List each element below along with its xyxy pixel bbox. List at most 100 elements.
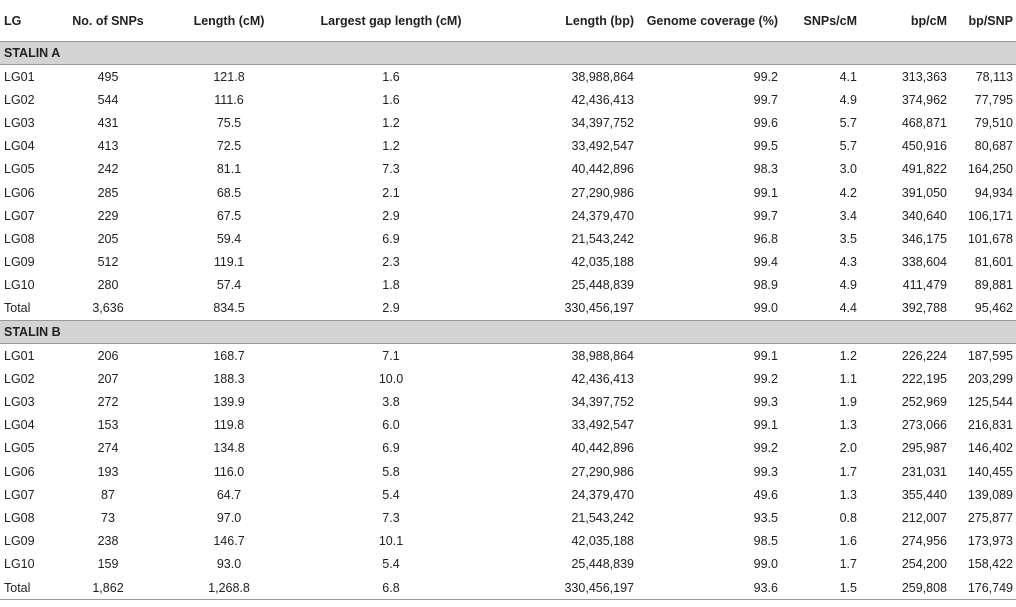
cell-length-cm: 75.5 — [216, 115, 242, 130]
total-row: Total 1,862 1,268.8 6.8 330,456,197 93.6 1.5 25… — [0, 575, 1016, 601]
cell-num-snps: 413 — [97, 139, 119, 154]
cell-largest-gap: 6.8 — [296, 575, 486, 601]
cell-snps-per-cm: 3.0 — [839, 162, 857, 177]
cell-num-snps: 3,636 — [92, 301, 124, 316]
cell-bp-per-snp: 173,973 — [967, 534, 1013, 549]
group-label: STALIN A — [0, 41, 1016, 65]
cell-bp-per-cm: 340,640 — [901, 208, 947, 223]
cell-genome-coverage: 99.7 — [753, 208, 778, 223]
cell-genome-coverage: 99.0 — [753, 557, 778, 572]
header-genome-coverage: Genome coverage (%) — [634, 0, 778, 42]
table-row: LG01 206 168.7 7.1 38,988,864 99.1 1.2 226,224 1… — [0, 344, 1016, 368]
cell-bp-per-snp: 146,402 — [967, 441, 1013, 456]
table-row: LG03 431 75.5 1.2 34,397,752 99.6 5.7 468,871 79… — [0, 111, 1016, 134]
cell-snps-per-cm: 4.2 — [839, 185, 857, 200]
cell-bp-per-snp: 77,795 — [974, 92, 1013, 107]
cell-lg: LG10 — [4, 278, 35, 293]
cell-largest-gap: 2.1 — [382, 185, 400, 200]
cell-length-bp: 40,442,896 — [571, 441, 634, 456]
cell-num-snps: 512 — [97, 255, 119, 270]
group-header-row: STALIN B — [0, 320, 1016, 345]
cell-bp-per-cm: 338,604 — [901, 255, 947, 270]
cell-length-bp: 42,035,188 — [571, 255, 634, 270]
table-row: LG04 153 119.8 6.0 33,492,547 99.1 1.3 273,066 2… — [0, 414, 1016, 437]
cell-length-bp: 27,290,986 — [571, 185, 634, 200]
cell-bp-per-snp: 275,877 — [967, 510, 1013, 525]
cell-bp-per-snp: 78,113 — [975, 69, 1013, 84]
cell-largest-gap: 2.9 — [382, 208, 400, 223]
cell-snps-per-cm: 1.5 — [778, 575, 857, 601]
cell-snps-per-cm: 4.4 — [839, 301, 857, 316]
table-row: LG02 544 111.6 1.6 42,436,413 99.7 4.9 374,962 7… — [0, 88, 1016, 111]
cell-snps-per-cm: 5.7 — [839, 115, 857, 130]
table-row: LG06 285 68.5 2.1 27,290,986 99.1 4.2 391,050 94… — [0, 181, 1016, 204]
cell-snps-per-cm: 2.0 — [839, 441, 857, 456]
cell-genome-coverage: 99.4 — [753, 255, 778, 270]
cell-snps-per-cm: 4.1 — [839, 69, 857, 84]
cell-length-cm: 1,268.8 — [162, 575, 296, 601]
cell-lg: LG06 — [4, 185, 35, 200]
cell-snps-per-cm: 1.3 — [839, 487, 857, 502]
cell-length-bp: 27,290,986 — [571, 464, 634, 479]
cell-largest-gap: 5.4 — [382, 487, 400, 502]
cell-lg: Total — [4, 301, 31, 316]
total-row: Total 3,636 834.5 2.9 330,456,197 99.0 4.4 392,… — [0, 297, 1016, 321]
cell-snps-per-cm: 3.5 — [839, 231, 857, 246]
cell-bp-per-cm: 252,969 — [901, 395, 947, 410]
cell-genome-coverage: 99.6 — [753, 115, 778, 130]
cell-genome-coverage: 96.8 — [753, 231, 778, 246]
cell-largest-gap: 2.9 — [382, 301, 400, 316]
cell-bp-per-snp: 176,749 — [947, 575, 1016, 601]
table-row: LG10 159 93.0 5.4 25,448,839 99.0 1.7 254,200 15… — [0, 553, 1016, 576]
cell-length-cm: 116.0 — [213, 464, 245, 479]
table-row: LG10 280 57.4 1.8 25,448,839 98.9 4.9 411,479 89… — [0, 274, 1016, 297]
cell-largest-gap: 7.3 — [382, 510, 400, 525]
cell-genome-coverage: 98.3 — [753, 162, 778, 177]
cell-genome-coverage: 98.9 — [753, 278, 778, 293]
cell-bp-per-snp: 125,544 — [967, 395, 1013, 410]
cell-bp-per-cm: 226,224 — [901, 348, 947, 363]
cell-snps-per-cm: 5.7 — [839, 139, 857, 154]
header-length-cm: Length (cM) — [162, 0, 296, 42]
cell-lg: LG06 — [4, 464, 35, 479]
cell-lg: Total — [0, 575, 54, 601]
table-row: LG08 73 97.0 7.3 21,543,242 93.5 0.8 212,007 275… — [0, 506, 1016, 529]
cell-lg: LG07 — [4, 208, 35, 223]
cell-largest-gap: 6.9 — [382, 231, 400, 246]
table-row: LG09 512 119.1 2.3 42,035,188 99.4 4.3 338,604 8… — [0, 251, 1016, 274]
cell-lg: LG09 — [4, 255, 35, 270]
cell-num-snps: 495 — [97, 69, 119, 84]
cell-length-bp: 42,436,413 — [571, 371, 634, 386]
table-row: LG05 274 134.8 6.9 40,442,896 99.2 2.0 295,987 1… — [0, 437, 1016, 460]
cell-length-bp: 21,543,242 — [571, 231, 634, 246]
cell-length-bp: 42,035,188 — [571, 534, 634, 549]
table-row: LG02 207 188.3 10.0 42,436,413 99.2 1.1 222,195… — [0, 367, 1016, 390]
cell-length-cm: 72.5 — [216, 139, 242, 154]
cell-lg: LG02 — [4, 92, 35, 107]
cell-bp-per-snp: 158,422 — [967, 557, 1013, 572]
cell-snps-per-cm: 1.6 — [839, 534, 857, 549]
cell-length-cm: 188.3 — [213, 371, 245, 386]
cell-snps-per-cm: 4.9 — [839, 92, 857, 107]
cell-lg: LG02 — [4, 371, 35, 386]
cell-bp-per-snp: 79,510 — [974, 115, 1013, 130]
cell-bp-per-snp: 164,250 — [967, 162, 1013, 177]
cell-num-snps: 280 — [97, 278, 119, 293]
cell-bp-per-snp: 140,455 — [967, 464, 1013, 479]
cell-bp-per-snp: 216,831 — [967, 418, 1013, 433]
cell-genome-coverage: 99.2 — [753, 69, 778, 84]
cell-length-cm: 67.5 — [216, 208, 242, 223]
cell-snps-per-cm: 1.7 — [839, 557, 857, 572]
cell-length-cm: 97.0 — [216, 510, 242, 525]
cell-genome-coverage: 49.6 — [753, 487, 778, 502]
header-length-bp: Length (bp) — [486, 0, 634, 42]
cell-bp-per-snp: 101,678 — [967, 231, 1013, 246]
cell-lg: LG04 — [4, 418, 35, 433]
cell-lg: LG01 — [4, 69, 35, 84]
cell-genome-coverage: 99.7 — [753, 92, 778, 107]
cell-bp-per-cm: 212,007 — [901, 510, 947, 525]
group-label: STALIN B — [0, 320, 1016, 345]
cell-length-cm: 68.5 — [216, 185, 242, 200]
cell-bp-per-cm: 411,479 — [902, 278, 947, 293]
table-row: LG04 413 72.5 1.2 33,492,547 99.5 5.7 450,916 80… — [0, 135, 1016, 158]
